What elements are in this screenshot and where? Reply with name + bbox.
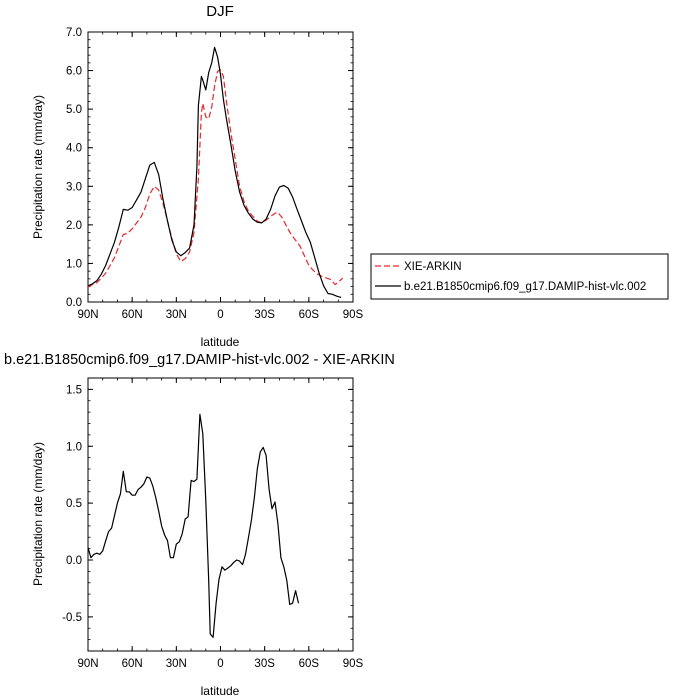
top-y-tick-label: 6.0	[66, 66, 82, 78]
top-series-lines	[87, 46, 344, 298]
bottom-y-tick-label: 0.0	[66, 555, 82, 567]
top-x-tick-label: 60N	[122, 309, 143, 321]
top-x-tick-label: 0	[217, 309, 223, 321]
bottom-y-tick-label: 0.5	[66, 498, 82, 510]
top-y-tick-label: 0.0	[66, 297, 82, 309]
bottom-x-axis: 90N 60N 30N 0 30S 60S 90S	[77, 378, 364, 670]
bottom-y-tick-label: -0.5	[62, 612, 82, 624]
bottom-x-tick-label: 60N	[122, 658, 143, 670]
top-y-tick-label: 3.0	[66, 181, 82, 193]
legend: XIE-ARKIN b.e21.B1850cmip6.f09_g17.DAMIP…	[370, 253, 669, 300]
top-y-tick-label: 2.0	[66, 220, 82, 232]
bottom-x-tick-label: 60S	[299, 658, 320, 670]
bottom-x-tick-label: 90N	[77, 658, 98, 670]
bottom-y-tick-label: 1.0	[66, 441, 82, 453]
top-y-tick-label: 4.0	[66, 143, 82, 155]
bottom-y-axis: -0.5 0.0 0.5 1.0 1.5	[62, 377, 353, 652]
bottom-chart-title: b.e21.B1850cmip6.f09_g17.DAMIP-hist-vlc.…	[4, 352, 395, 368]
top-series-line-0	[87, 69, 344, 288]
top-y-tick-label: 7.0	[66, 27, 82, 39]
bottom-x-tick-label: 30S	[254, 658, 275, 670]
bottom-y-tick-label: 1.5	[66, 384, 82, 396]
top-x-tick-label: 60S	[299, 309, 320, 321]
bottom-plot-frame	[87, 377, 354, 652]
top-x-axis: 90N 60N 30N 0 30S 60S 90S	[77, 32, 364, 321]
top-y-axis-label: Precipitation rate (mm/day)	[31, 95, 45, 239]
legend-label-model: b.e21.B1850cmip6.f09_g17.DAMIP-hist-vlc.…	[404, 281, 646, 293]
bottom-x-tick-label: 90S	[343, 658, 364, 670]
bottom-x-tick-label: 0	[217, 658, 223, 670]
top-series-line-1	[87, 46, 342, 298]
legend-box	[370, 253, 669, 300]
top-x-tick-label: 90S	[343, 309, 364, 321]
bottom-x-axis-label: latitude	[201, 684, 240, 698]
bottom-panel: b.e21.B1850cmip6.f09_g17.DAMIP-hist-vlc.…	[4, 352, 395, 698]
top-chart-title: DJF	[206, 3, 234, 20]
top-y-axis: 0.0 1.0 2.0 3.0 4.0 5.0 6.0 7.0	[66, 27, 353, 309]
top-x-axis-label: latitude	[201, 335, 240, 349]
top-y-tick-label: 1.0	[66, 258, 82, 270]
top-x-tick-label: 30S	[254, 309, 275, 321]
top-x-tick-label: 30N	[166, 309, 187, 321]
bottom-series-line-0	[87, 413, 300, 638]
top-panel: DJF 0.0 1.0 2.0 3.0 4.0 5.0 6.0 7.0 90N 60N 30N 0 3…	[31, 3, 669, 349]
top-y-tick-label: 5.0	[66, 104, 82, 116]
bottom-x-tick-label: 30N	[166, 658, 187, 670]
top-x-tick-label: 90N	[77, 309, 98, 321]
bottom-y-axis-label: Precipitation rate (mm/day)	[31, 442, 45, 586]
legend-label-xie-arkin: XIE-ARKIN	[404, 261, 462, 273]
bottom-series-lines	[87, 413, 300, 638]
